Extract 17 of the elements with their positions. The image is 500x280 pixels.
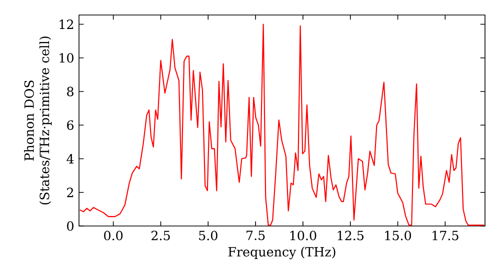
y-tick-label: 4 bbox=[66, 154, 74, 164]
y-tick-label: 8 bbox=[67, 86, 74, 96]
x-axis-title: Frequency (THz) bbox=[228, 246, 336, 260]
y-axis-title: Phonon DOS (States/THz·primitive cell) bbox=[24, 36, 52, 204]
y-tick-label: 2 bbox=[67, 188, 74, 198]
x-tick-label: 7.5 bbox=[246, 230, 265, 240]
x-tick-label: 10.0 bbox=[290, 230, 316, 240]
y-tick-label: 12 bbox=[60, 20, 74, 29]
x-tick-label: 0.0 bbox=[104, 230, 123, 240]
y-tick-label: 10 bbox=[60, 53, 74, 63]
y-tick-label: 0 bbox=[67, 221, 74, 231]
x-tick-label: 2.5 bbox=[152, 230, 170, 240]
x-tick-label: 17.5 bbox=[432, 230, 458, 240]
x-tick-label: 15.0 bbox=[385, 230, 412, 240]
x-tick-label: 12.5 bbox=[338, 230, 364, 240]
y-tick-label: 6 bbox=[67, 120, 74, 130]
x-tick-label: 5.0 bbox=[199, 230, 218, 240]
